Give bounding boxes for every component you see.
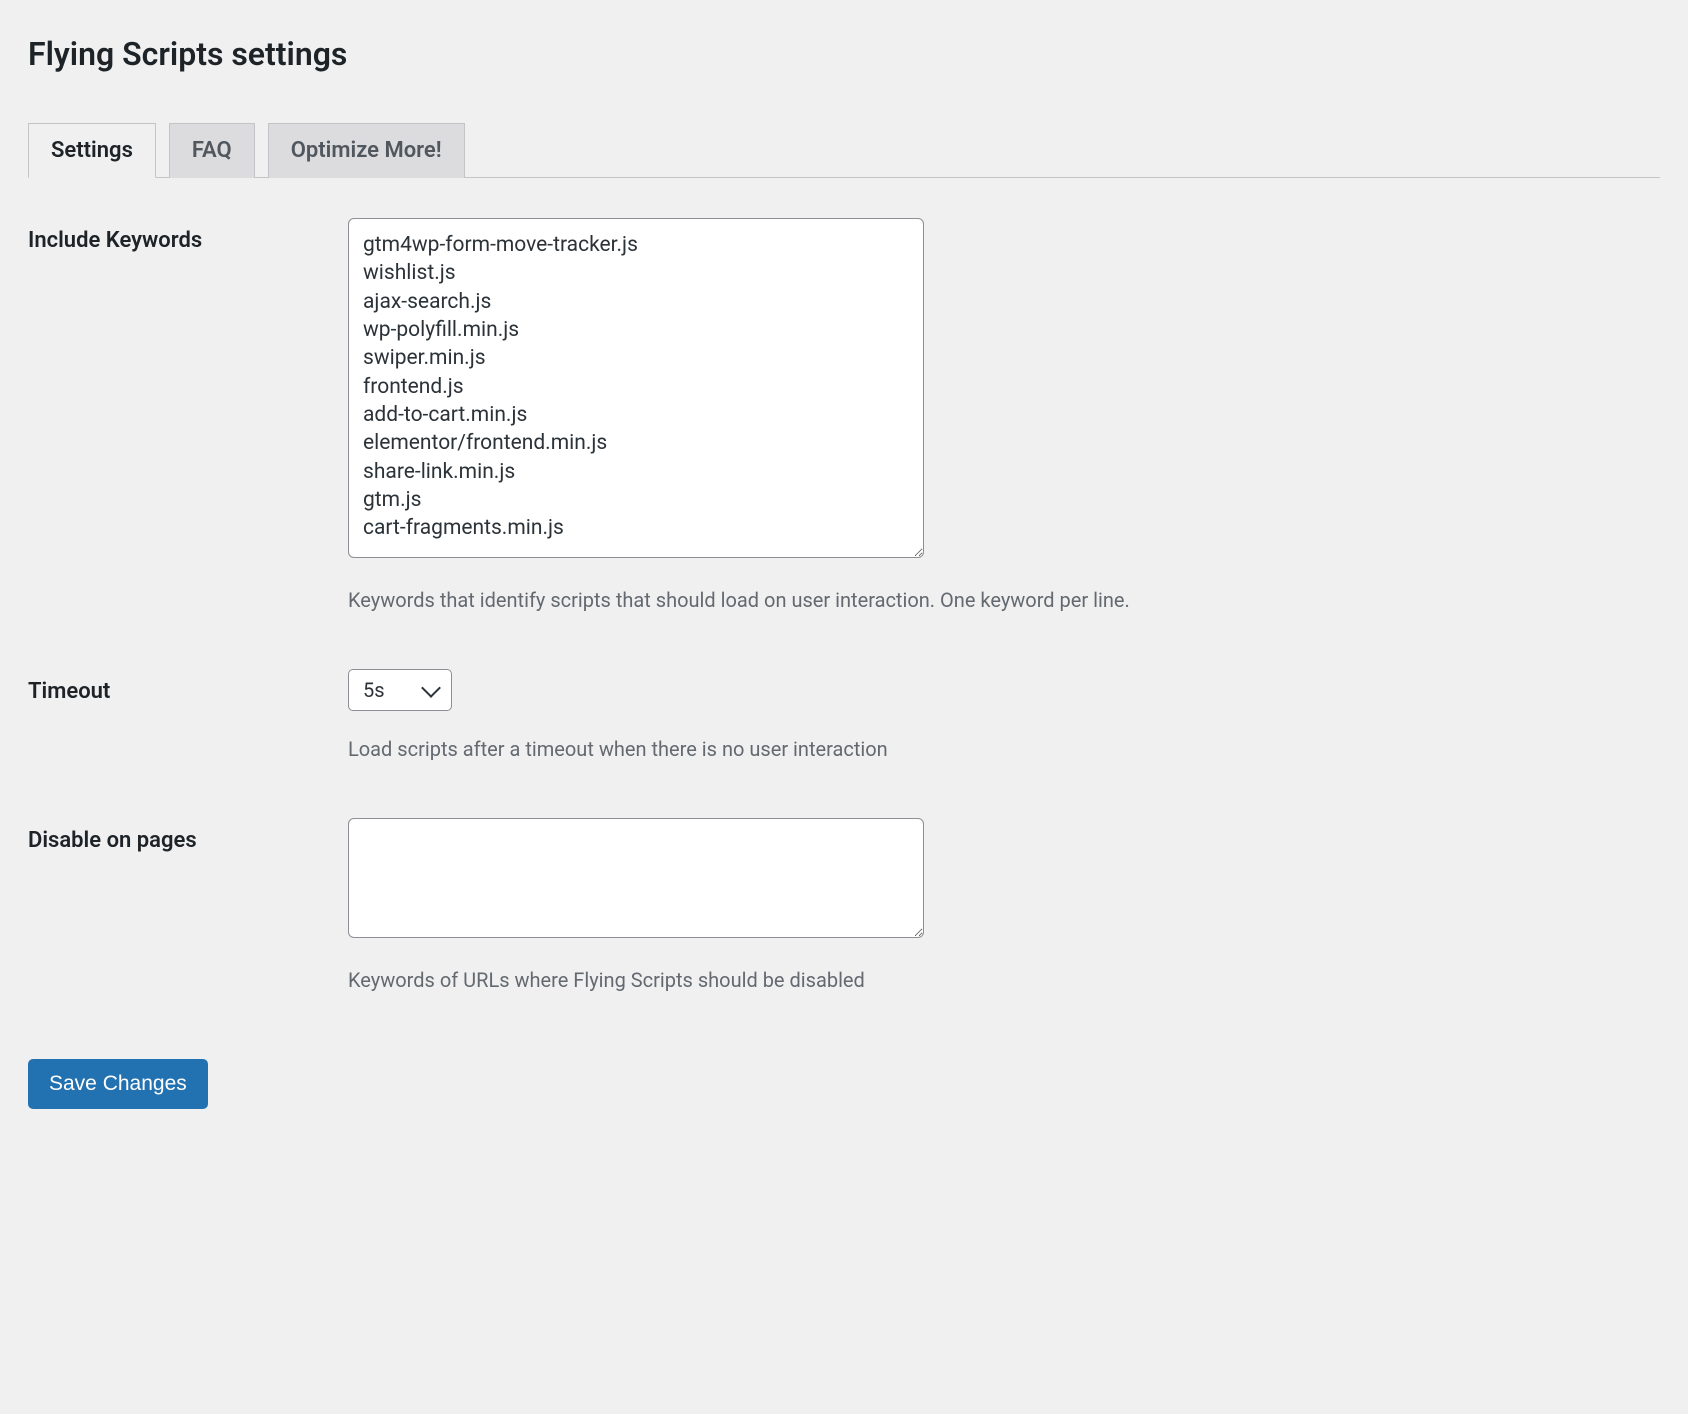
timeout-description: Load scripts after a timeout when there … bbox=[348, 735, 1660, 763]
include-keywords-field: Keywords that identify scripts that shou… bbox=[348, 218, 1660, 614]
timeout-label: Timeout bbox=[28, 669, 348, 704]
timeout-select[interactable]: 5s bbox=[348, 669, 452, 711]
disable-on-pages-input[interactable] bbox=[348, 818, 924, 938]
tab-faq[interactable]: FAQ bbox=[169, 123, 255, 178]
include-keywords-input[interactable] bbox=[348, 218, 924, 558]
disable-on-pages-label: Disable on pages bbox=[28, 818, 348, 853]
timeout-row: Timeout 5s Load scripts after a timeout … bbox=[28, 669, 1660, 763]
disable-on-pages-description: Keywords of URLs where Flying Scripts sh… bbox=[348, 966, 1660, 994]
tab-settings[interactable]: Settings bbox=[28, 123, 156, 178]
disable-on-pages-row: Disable on pages Keywords of URLs where … bbox=[28, 818, 1660, 994]
disable-on-pages-field: Keywords of URLs where Flying Scripts sh… bbox=[348, 818, 1660, 994]
timeout-field: 5s Load scripts after a timeout when the… bbox=[348, 669, 1660, 763]
timeout-select-wrap: 5s bbox=[348, 669, 452, 711]
include-keywords-row: Include Keywords Keywords that identify … bbox=[28, 218, 1660, 614]
include-keywords-label: Include Keywords bbox=[28, 218, 348, 253]
save-changes-button[interactable]: Save Changes bbox=[28, 1059, 208, 1109]
include-keywords-description: Keywords that identify scripts that shou… bbox=[348, 586, 1660, 614]
page-title: Flying Scripts settings bbox=[28, 35, 1660, 73]
tabs-nav: Settings FAQ Optimize More! bbox=[28, 123, 1660, 178]
tab-optimize-more[interactable]: Optimize More! bbox=[268, 123, 465, 178]
